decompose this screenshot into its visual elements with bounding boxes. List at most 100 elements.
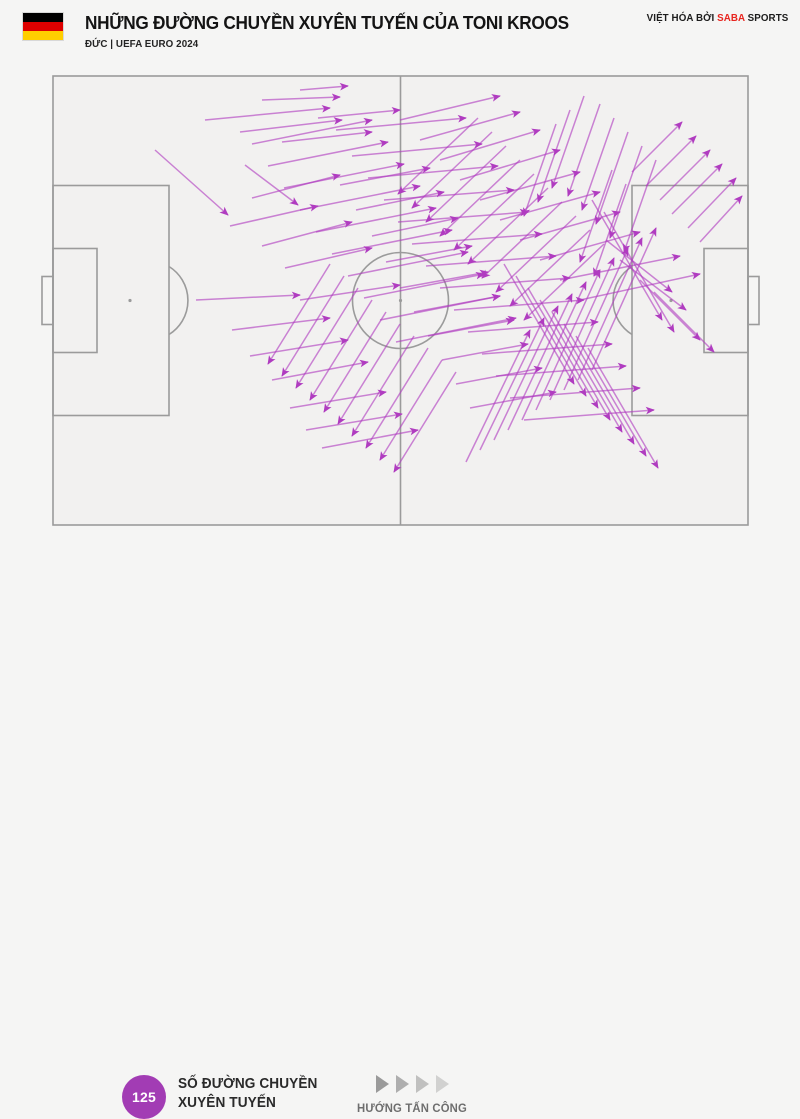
pass-arrow xyxy=(575,335,647,457)
pass-arrow xyxy=(539,230,641,261)
pass-arrow xyxy=(623,159,657,253)
brand-credit: VIỆT HÓA BỞI SABA SPORTS xyxy=(646,12,788,24)
pass-arrow xyxy=(587,347,659,469)
pass-arrow xyxy=(289,389,387,409)
pass-arrow xyxy=(499,190,601,221)
pass-arrow xyxy=(687,177,737,229)
pass-arrow xyxy=(351,140,483,157)
direction-triangle-icon-4 xyxy=(435,1075,449,1093)
germany-flag-icon xyxy=(22,12,64,41)
pass-arrow xyxy=(321,427,419,449)
pass-arrow xyxy=(495,215,577,293)
pass-arrow xyxy=(317,106,401,119)
pass-arrow xyxy=(411,230,543,245)
pass-arrow xyxy=(523,406,655,421)
pass-arrow xyxy=(563,247,629,391)
brand-prefix: VIỆT HÓA BỞI xyxy=(646,12,717,24)
pass-arrow xyxy=(281,129,373,143)
pass-arrow xyxy=(367,162,499,179)
pass-arrow xyxy=(453,296,585,311)
pass-arrow xyxy=(631,121,683,173)
pass-arrow xyxy=(239,117,343,133)
pass-arrow xyxy=(411,131,493,209)
pass-arrow xyxy=(441,341,529,361)
pass-arrow xyxy=(465,329,531,463)
pass-arrow xyxy=(519,210,621,241)
pass-arrow xyxy=(365,347,429,449)
pass-arrow xyxy=(581,117,615,211)
pass-arrow xyxy=(523,243,605,321)
page-title: NHỮNG ĐƯỜNG CHUYỀN XUYÊN TUYẾN CỦA TONI … xyxy=(85,12,569,33)
pass-arrow xyxy=(383,186,515,201)
pass-count-label: SỐ ĐƯỜNG CHUYỀN XUYÊN TUYẾN xyxy=(178,1075,317,1113)
pass-arrow xyxy=(281,275,345,377)
pass-arrow xyxy=(523,123,557,217)
pass-arrow xyxy=(507,293,573,431)
pass-arrow xyxy=(549,257,615,401)
pass-arrow xyxy=(467,318,599,333)
pass-arrow xyxy=(479,317,545,451)
brand-suffix: SPORTS xyxy=(744,12,788,24)
pass-arrow xyxy=(379,293,501,321)
pass-arrow xyxy=(299,183,421,211)
pass-arrow xyxy=(591,199,663,321)
pass-arrow xyxy=(309,299,373,401)
pass-arrow xyxy=(439,159,521,237)
direction-triangle-icon-1 xyxy=(375,1075,389,1093)
pass-arrow-layer xyxy=(154,82,743,473)
pass-map-visualization xyxy=(0,62,800,532)
pass-arrow xyxy=(425,145,507,223)
pass-arrow xyxy=(551,95,585,189)
pass-arrow xyxy=(267,263,331,365)
pass-arrow xyxy=(323,311,387,413)
pass-arrow xyxy=(479,170,581,201)
pass-arrow xyxy=(567,103,601,197)
pass-arrow xyxy=(591,227,657,371)
pass-arrow xyxy=(261,93,341,102)
pass-count-label-line1: SỐ ĐƯỜNG CHUYỀN xyxy=(178,1076,318,1092)
pass-arrow xyxy=(337,323,401,425)
pass-arrow xyxy=(154,149,229,216)
pass-arrow xyxy=(537,109,571,203)
direction-triangle-icon-2 xyxy=(395,1075,409,1093)
pass-arrow xyxy=(399,269,489,289)
pass-arrow xyxy=(295,287,359,389)
page-header: NHỮNG ĐƯỜNG CHUYỀN XUYÊN TUYẾN CỦA TONI … xyxy=(0,0,800,62)
pass-arrow xyxy=(609,145,643,239)
pass-arrow xyxy=(671,163,723,215)
pass-arrow xyxy=(267,139,389,167)
pass-arrow xyxy=(231,315,331,331)
flag-band-black xyxy=(23,13,63,22)
pass-arrow xyxy=(251,173,341,199)
flag-band-red xyxy=(23,22,63,31)
legend: 125 SỐ ĐƯỜNG CHUYỀN XUYÊN TUYẾN HƯỚNG TẤ… xyxy=(0,532,800,1119)
pass-count-badge: 125 xyxy=(122,1075,166,1119)
pass-arrow xyxy=(331,227,453,255)
pass-arrow xyxy=(425,252,557,267)
pass-arrow xyxy=(363,271,485,299)
pass-arrow xyxy=(603,211,675,333)
pass-arrow xyxy=(579,169,613,263)
pass-arrow xyxy=(563,323,635,445)
pass-arrow xyxy=(509,384,641,399)
pass-arrow xyxy=(299,82,349,91)
pass-arrow xyxy=(551,311,623,433)
pass-arrow xyxy=(481,340,613,355)
pass-arrow xyxy=(271,359,369,381)
pass-arrow xyxy=(619,259,687,311)
pass-arrow xyxy=(299,282,401,301)
page-subtitle: ĐỨC | UEFA EURO 2024 xyxy=(85,38,199,50)
pass-arrow xyxy=(204,104,331,121)
pass-arrow xyxy=(283,161,405,189)
flag-band-gold xyxy=(23,31,63,40)
pass-arrow xyxy=(397,208,529,223)
pass-arrow xyxy=(347,249,469,277)
pass-arrow xyxy=(467,187,549,265)
pass-arrow xyxy=(439,128,541,161)
pass-arrow xyxy=(244,164,299,206)
pass-arrow xyxy=(397,117,479,195)
attack-direction-label: HƯỚNG TẤN CÔNG xyxy=(357,1101,467,1115)
pass-arrow xyxy=(399,94,501,121)
pass-count-label-line2: XUYÊN TUYẾN xyxy=(178,1095,276,1111)
pass-arrow xyxy=(393,371,457,473)
